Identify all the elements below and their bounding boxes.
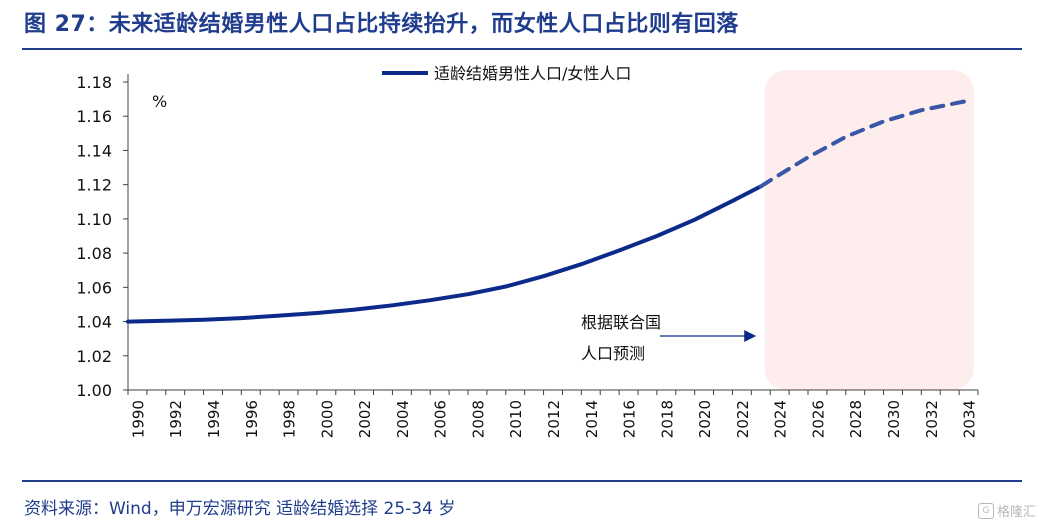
y-tick-label: 1.14: [76, 141, 112, 160]
annotation-line-2: 人口预测: [581, 344, 645, 363]
y-tick-label: 1.04: [76, 313, 112, 332]
watermark: G 格隆汇: [977, 501, 1036, 520]
x-tick-label: 2018: [658, 400, 676, 438]
title-rule: [22, 48, 1022, 50]
x-tick-label: 2032: [923, 400, 941, 438]
legend-label: 适龄结婚男性人口/女性人口: [434, 64, 631, 83]
legend: 适龄结婚男性人口/女性人口: [382, 64, 631, 83]
forecast-region-band: [764, 70, 974, 390]
figure-title: 图 27：未来适龄结婚男性人口占比持续抬升，而女性人口占比则有回落: [24, 12, 739, 37]
x-tick-label: 2000: [318, 400, 336, 438]
x-tick-label: 2012: [545, 400, 563, 438]
x-tick-label: 1998: [281, 400, 299, 438]
x-tick-label: 2006: [432, 400, 450, 438]
x-tick-label: 1994: [205, 400, 223, 438]
y-tick-label: 1.12: [76, 176, 112, 195]
axes-group: [123, 74, 979, 395]
x-tick-label: 2002: [356, 400, 374, 438]
x-tick-label: 2024: [772, 400, 790, 438]
source-rule: [22, 480, 1022, 482]
watermark-text: 格隆汇: [996, 505, 1036, 520]
y-unit-label: %: [152, 92, 167, 111]
line-chart: 1.00 1.02 1.04 1.06 1.08 1.10 1.12 1.14 1.16 1.18…: [76, 64, 979, 438]
x-tick-label: 2034: [961, 400, 979, 438]
y-tick-label: 1.10: [76, 210, 112, 229]
y-tick-label: 1.02: [76, 347, 112, 366]
watermark-logo-icon: G: [977, 502, 994, 519]
series-group: [126, 98, 971, 324]
x-tick-label: 2010: [507, 400, 525, 438]
x-tick-label: 2030: [885, 400, 903, 438]
x-tick-label: 2026: [809, 400, 827, 438]
tick-label-group: 1.00 1.02 1.04 1.06 1.08 1.10 1.12 1.14 1.16 1.18…: [76, 73, 978, 438]
y-tick-label: 1.16: [76, 107, 112, 126]
forecast-series-line: [758, 98, 971, 189]
y-tick-label: 1.08: [76, 244, 112, 263]
x-tick-label: 2028: [847, 400, 865, 438]
y-tick-label: 1.06: [76, 278, 112, 297]
y-tick-label: 1.18: [76, 73, 112, 92]
x-tick-label: 1992: [167, 400, 185, 438]
forecast-band-group: [764, 70, 974, 390]
x-tick-label: 1990: [129, 400, 147, 438]
x-tick-label: 1996: [243, 400, 261, 438]
x-tick-label: 2004: [394, 400, 412, 438]
x-tick-label: 2016: [621, 400, 639, 438]
actual-series-line: [126, 184, 763, 324]
x-tick-label: 2020: [696, 400, 714, 438]
y-tick-label: 1.00: [76, 381, 112, 400]
annotation-arrow-head: [744, 330, 757, 342]
x-tick-label: 2022: [734, 400, 752, 438]
source-note: 资料来源：Wind，申万宏源研究 适龄结婚选择 25-34 岁: [24, 499, 456, 519]
x-tick-label: 2008: [469, 400, 487, 438]
annotation-line-1: 根据联合国: [581, 313, 661, 332]
x-tick-label: 2014: [583, 400, 601, 438]
